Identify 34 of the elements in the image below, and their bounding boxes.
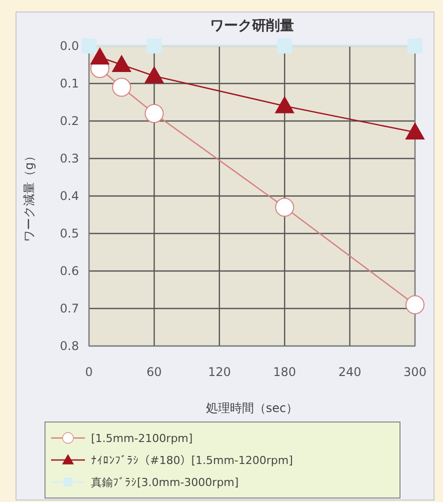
point	[82, 38, 96, 54]
x-tick-label: 60	[146, 365, 162, 379]
legend-label: [1.5mm-2100rpm]	[91, 432, 193, 445]
y-tick-label: 0.5	[60, 226, 79, 240]
y-tick-label: 0.7	[60, 302, 79, 316]
point	[112, 55, 132, 72]
y-tick-label: 0.3	[60, 152, 79, 166]
x-axis-title: 処理時間（sec）	[206, 401, 298, 415]
x-tick-label: 120	[208, 365, 231, 379]
x-tick-label: 0	[85, 365, 93, 379]
point	[275, 96, 294, 114]
x-tick-label: 180	[273, 365, 296, 379]
point	[277, 38, 292, 54]
point	[146, 38, 162, 54]
point	[90, 48, 110, 64]
y-tick-label: 0.4	[60, 189, 79, 203]
point	[408, 38, 422, 54]
y-tick-label: 0.0	[60, 39, 79, 53]
y-tick-label: 0.2	[60, 114, 79, 128]
legend-label: 真鍮ﾌﾞﾗｼ[3.0mm-3000rpm]	[91, 476, 239, 489]
point	[144, 104, 164, 123]
y-tick-label: 0.1	[60, 76, 79, 90]
chart-title: ワーク研削量	[210, 18, 294, 34]
point	[275, 198, 294, 217]
legend-label: ﾅｲﾛﾝﾌﾞﾗｼ（#180）[1.5mm-1200rpm]	[91, 454, 293, 467]
point	[112, 78, 132, 97]
y-tick-label: 0.8	[60, 339, 79, 353]
point	[406, 122, 424, 140]
point	[406, 295, 424, 314]
y-tick-label: 0.6	[60, 264, 79, 278]
x-tick-label: 300	[404, 365, 426, 379]
x-tick-label: 240	[338, 365, 362, 379]
y-axis-title: ワーク減量（g）	[22, 150, 36, 242]
point	[144, 66, 164, 84]
